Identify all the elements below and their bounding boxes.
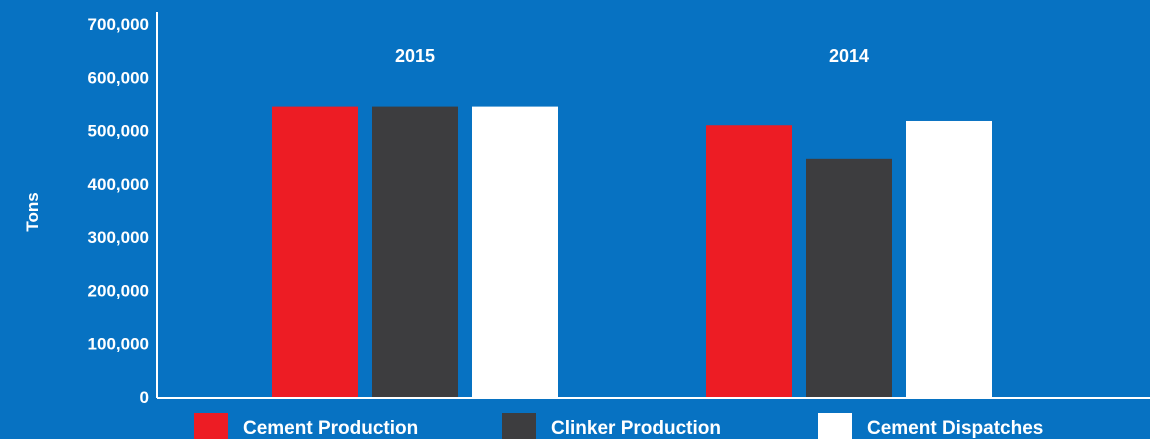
legend: Cement Production Clinker Production Cemen… [194, 413, 1043, 439]
legend-label: Clinker Production [551, 418, 721, 439]
bar-2014-cement-dispatches [906, 120, 992, 397]
category-labels: 2015 2014 [395, 46, 869, 66]
y-tick-label: 0 [140, 388, 149, 407]
bars [272, 106, 992, 397]
y-tick-label: 300,000 [88, 228, 149, 247]
y-axis-title: Tons [23, 192, 42, 231]
bar-2014-cement-production [706, 125, 792, 397]
y-tick-label: 500,000 [88, 122, 149, 141]
bar-2014-clinker-production [806, 158, 892, 397]
y-tick-label: 400,000 [88, 175, 149, 194]
bar-2015-clinker-production [372, 106, 458, 397]
legend-swatch [502, 413, 536, 439]
legend-swatch [818, 413, 852, 439]
y-tick-label: 200,000 [88, 281, 149, 300]
legend-label: Cement Production [243, 418, 418, 439]
y-tick-label: 700,000 [88, 15, 149, 34]
y-tick-label: 100,000 [88, 335, 149, 354]
bar-2015-cement-dispatches [472, 106, 558, 397]
legend-label: Cement Dispatches [867, 418, 1043, 439]
y-axis-ticks: 0 100,000 200,000 300,000 400,000 500,000 600,… [88, 15, 149, 407]
legend-swatch [194, 413, 228, 439]
y-tick-label: 600,000 [88, 68, 149, 87]
category-label: 2015 [395, 46, 435, 66]
category-label: 2014 [829, 46, 869, 66]
bar-2015-cement-production [272, 106, 358, 397]
